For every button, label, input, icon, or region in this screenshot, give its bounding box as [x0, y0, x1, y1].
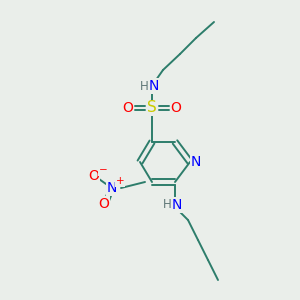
Text: −: − — [99, 165, 107, 175]
Text: S: S — [147, 100, 157, 116]
Text: H: H — [140, 80, 148, 92]
Text: N: N — [149, 79, 159, 93]
Text: O: O — [123, 101, 134, 115]
Text: O: O — [171, 101, 182, 115]
Text: O: O — [99, 197, 110, 211]
Text: N: N — [172, 198, 182, 212]
Text: N: N — [191, 155, 201, 169]
Text: +: + — [116, 176, 124, 186]
Text: H: H — [163, 199, 171, 212]
Text: O: O — [88, 169, 99, 183]
Text: N: N — [107, 181, 117, 195]
